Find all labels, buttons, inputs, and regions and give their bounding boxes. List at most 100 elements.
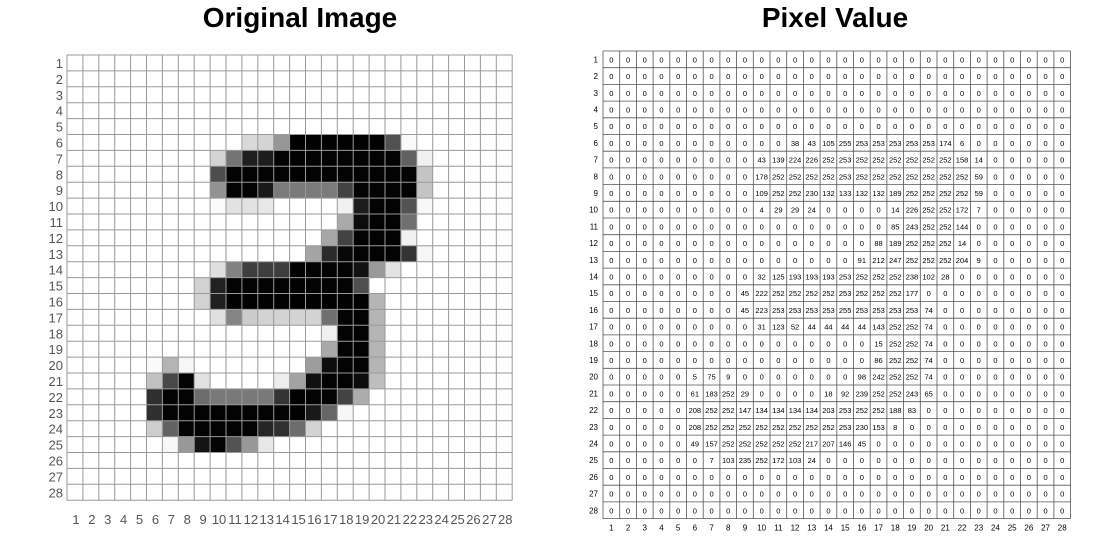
pixel-cell	[448, 70, 465, 87]
pixel-cell	[464, 436, 481, 453]
pixel-cell	[432, 182, 449, 199]
pixel-cell	[257, 118, 274, 135]
column-index-label: 24	[991, 524, 1000, 533]
pixel-cell	[432, 404, 449, 421]
pixel-cell	[496, 150, 513, 167]
pixel-cell	[146, 134, 163, 151]
pixel-cell	[273, 309, 290, 326]
pixel-cell	[82, 404, 99, 421]
pixel-value: 0	[643, 256, 647, 265]
pixel-value: 0	[1010, 323, 1014, 332]
pixel-value: 0	[659, 289, 663, 298]
pixel-cell	[305, 277, 322, 294]
pixel-value: 0	[776, 389, 780, 398]
pixel-cell	[480, 198, 497, 214]
pixel-cell	[82, 436, 99, 453]
pixel-value: 0	[659, 55, 663, 64]
pixel-cell	[416, 166, 433, 183]
pixel-value: 252	[872, 406, 885, 415]
pixel-cell	[337, 245, 354, 262]
pixel-cell	[178, 134, 195, 151]
pixel-value: 0	[893, 55, 897, 64]
pixel-cell	[146, 484, 163, 501]
pixel-value: 0	[993, 72, 997, 81]
pixel-cell	[305, 373, 322, 389]
pixel-cell	[432, 166, 449, 183]
pixel-value: 0	[993, 105, 997, 114]
pixel-cell	[241, 373, 258, 389]
pixel-cell	[385, 309, 401, 326]
pixel-value: 0	[643, 339, 647, 348]
pixel-value: 253	[872, 139, 885, 148]
pixel-cell	[82, 341, 99, 358]
pixel-value: 153	[872, 423, 885, 432]
pixel-cell	[194, 468, 211, 485]
pixel-cell	[321, 468, 338, 485]
pixel-value: 0	[943, 323, 947, 332]
pixel-cell	[194, 420, 211, 437]
pixel-value: 0	[643, 72, 647, 81]
pixel-cell	[210, 404, 226, 421]
pixel-value: 255	[839, 139, 852, 148]
pixel-cell	[114, 309, 131, 326]
pixel-value: 0	[626, 473, 630, 482]
pixel-cell	[337, 404, 354, 421]
pixel-value: 0	[693, 172, 697, 181]
pixel-value: 0	[1027, 289, 1031, 298]
pixel-cell	[146, 277, 163, 294]
pixel-cell	[226, 70, 242, 87]
pixel-cell	[416, 150, 433, 167]
pixel-cell	[241, 261, 258, 278]
pixel-cell	[289, 452, 306, 469]
pixel-value: 0	[893, 72, 897, 81]
pixel-cell	[464, 373, 481, 389]
pixel-cell	[226, 102, 242, 119]
pixel-cell	[464, 341, 481, 358]
pixel-cell	[241, 214, 258, 230]
pixel-cell	[432, 86, 449, 103]
pixel-cell	[114, 277, 131, 294]
pixel-value: 0	[993, 122, 997, 131]
pixel-cell	[273, 229, 290, 246]
pixel-value: 0	[943, 473, 947, 482]
pixel-cell	[416, 86, 433, 103]
pixel-value: 0	[993, 239, 997, 248]
pixel-value: 9	[726, 373, 730, 382]
pixel-cell	[432, 118, 449, 135]
pixel-cell	[416, 55, 433, 71]
pixel-value: 0	[1043, 172, 1047, 181]
pixel-cell	[210, 229, 226, 246]
pixel-cell	[114, 341, 131, 358]
pixel-cell	[289, 70, 306, 87]
pixel-cell	[130, 293, 147, 310]
pixel-value: 0	[609, 306, 613, 315]
pixel-value: 0	[927, 105, 931, 114]
pixel-cell	[385, 55, 401, 71]
pixel-value: 0	[876, 206, 880, 215]
pixel-cell	[130, 150, 147, 167]
pixel-cell	[67, 134, 83, 151]
pixel-cell	[321, 325, 338, 342]
pixel-value: 0	[709, 272, 713, 281]
pixel-value: 0	[1043, 89, 1047, 98]
row-index-label: 15	[49, 279, 63, 294]
pixel-value: 0	[810, 222, 814, 231]
pixel-cell	[448, 245, 465, 262]
pixel-cell	[400, 86, 417, 103]
pixel-value: 0	[726, 222, 730, 231]
pixel-value: 0	[1060, 356, 1064, 365]
pixel-cell	[273, 166, 290, 183]
pixel-cell	[273, 452, 290, 469]
pixel-value: 252	[722, 439, 735, 448]
pixel-cell	[98, 388, 115, 405]
pixel-value: 252	[906, 172, 919, 181]
pixel-cell	[337, 373, 354, 389]
pixel-cell	[480, 166, 497, 183]
pixel-value: 0	[793, 55, 797, 64]
pixel-value: 0	[810, 55, 814, 64]
pixel-value: 0	[609, 89, 613, 98]
pixel-cell	[67, 468, 83, 485]
pixel-cell	[289, 325, 306, 342]
pixel-cell	[194, 102, 211, 119]
pixel-cell	[464, 182, 481, 199]
